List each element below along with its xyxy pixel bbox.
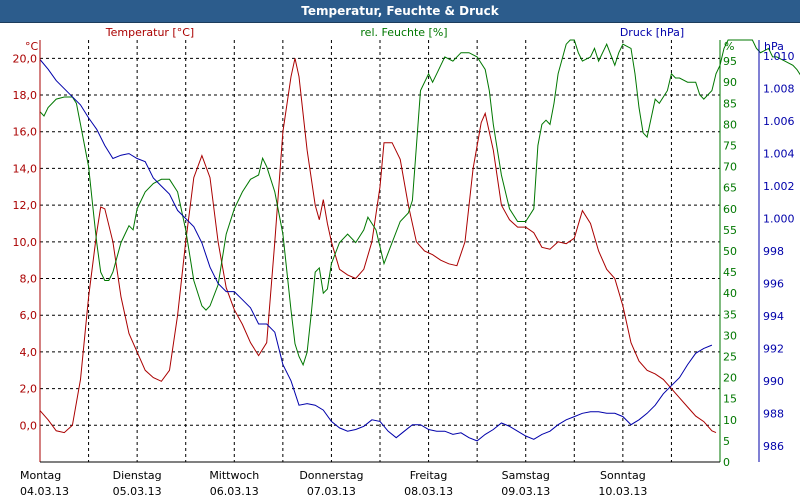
humidity-tick-label: 85 <box>723 97 737 110</box>
humidity-tick-label: 70 <box>723 161 737 174</box>
humidity-tick-label: 65 <box>723 182 737 195</box>
x-date-label: 06.03.13 <box>210 485 259 498</box>
pressure-line <box>39 59 713 442</box>
pressure-tick-label: 1.006 <box>763 115 795 128</box>
temp-tick-label: 18,0 <box>13 89 38 102</box>
x-date-label: 04.03.13 <box>20 485 69 498</box>
pressure-tick-label: 994 <box>763 310 784 323</box>
humidity-tick-label: 60 <box>723 203 737 216</box>
pressure-tick-label: 986 <box>763 440 784 453</box>
humidity-tick-label: 15 <box>723 393 737 406</box>
humidity-tick-label: 75 <box>723 140 737 153</box>
x-day-label: Sonntag <box>600 469 646 482</box>
title-bar: Temperatur, Feuchte & Druck <box>0 0 800 23</box>
pressure-tick-label: 1.008 <box>763 83 795 96</box>
humidity-tick-label: 95 <box>723 55 737 68</box>
humidity-tick-label: 5 <box>723 435 730 448</box>
x-day-label: Freitag <box>410 469 448 482</box>
humidity-tick-label: 45 <box>723 266 737 279</box>
humidity-line <box>39 39 800 367</box>
humidity-tick-label: 50 <box>723 245 737 258</box>
pressure-tick-label: 1.010 <box>763 50 795 63</box>
humidity-tick-label: 80 <box>723 118 737 131</box>
humidity-tick-label: 35 <box>723 308 737 321</box>
temp-tick-label: 8,0 <box>20 273 38 286</box>
pressure-tick-label: 992 <box>763 342 784 355</box>
humidity-tick-label: 30 <box>723 329 737 342</box>
temp-tick-label: 6,0 <box>20 309 38 322</box>
x-date-label: 05.03.13 <box>113 485 162 498</box>
humidity-axis-title: rel. Feuchte [%] <box>360 26 447 39</box>
pressure-tick-label: 988 <box>763 407 784 420</box>
axis-lines <box>39 40 760 463</box>
pressure-tick-label: 1.004 <box>763 148 795 161</box>
pressure-tick-label: 996 <box>763 277 784 290</box>
temp-unit-label: °C <box>25 40 39 53</box>
axis-labels: 20,0 18,0 16,0 14,0 12,0 10,0 8,0 6,0 4,0 2,0 0,0 9… <box>13 26 795 498</box>
pressure-tick-label: 990 <box>763 375 784 388</box>
temp-axis-title: Temperatur [°C] <box>105 26 194 39</box>
humidity-tick-label: 40 <box>723 287 737 300</box>
temp-tick-label: 2,0 <box>20 383 38 396</box>
temp-tick-label: 16,0 <box>13 126 38 139</box>
x-day-label: Dienstag <box>113 469 162 482</box>
x-day-label: Montag <box>20 469 61 482</box>
pressure-unit-label: hPa <box>764 40 784 53</box>
x-day-label: Donnerstag <box>299 469 363 482</box>
pressure-tick-label: 1.002 <box>763 180 795 193</box>
x-date-label: 08.03.13 <box>404 485 453 498</box>
pressure-tick-label: 998 <box>763 245 784 258</box>
humidity-tick-label: 90 <box>723 76 737 89</box>
temp-tick-label: 12,0 <box>13 199 38 212</box>
temp-tick-label: 20,0 <box>13 52 38 65</box>
humidity-unit-label: % <box>724 40 734 53</box>
x-day-label: Samstag <box>502 469 550 482</box>
temp-tick-label: 14,0 <box>13 162 38 175</box>
x-date-label: 09.03.13 <box>501 485 550 498</box>
temp-tick-label: 0,0 <box>20 419 38 432</box>
window-title: Temperatur, Feuchte & Druck <box>301 4 499 18</box>
humidity-tick-label: 20 <box>723 372 737 385</box>
humidity-tick-label: 55 <box>723 224 737 237</box>
pressure-tick-label: 1.000 <box>763 213 795 226</box>
x-date-label: 07.03.13 <box>307 485 356 498</box>
temp-tick-label: 10,0 <box>13 236 38 249</box>
humidity-tick-label: 0 <box>723 456 730 469</box>
temperature-line <box>39 58 717 434</box>
x-day-label: Mittwoch <box>209 469 259 482</box>
plot-lines <box>39 39 800 442</box>
pressure-axis-title: Druck [hPa] <box>620 26 684 39</box>
humidity-tick-label: 25 <box>723 351 737 364</box>
temp-tick-label: 4,0 <box>20 346 38 359</box>
humidity-tick-label: 10 <box>723 414 737 427</box>
grid <box>40 40 720 462</box>
x-date-label: 10.03.13 <box>598 485 647 498</box>
